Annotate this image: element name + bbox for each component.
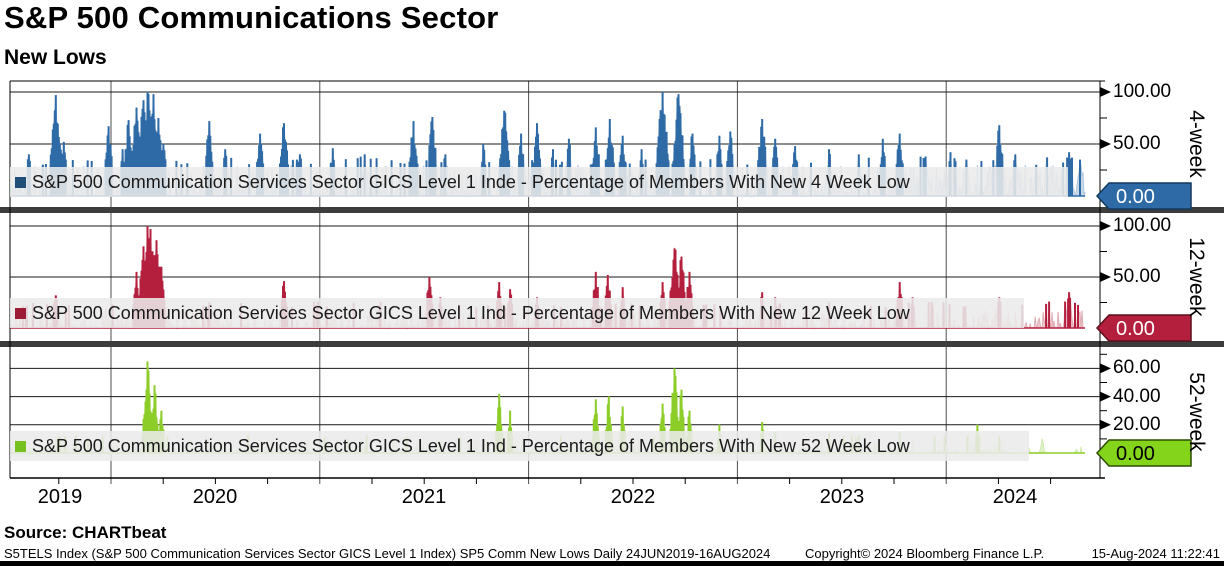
last-value-tag-12-week[interactable] [1095, 314, 1192, 342]
y-tick-label-52-week-40: 40.00 [1113, 385, 1161, 407]
last-value-text-4-week: 0.00 [1116, 186, 1155, 208]
last-value-tag-52-week[interactable] [1095, 439, 1192, 467]
y-tick-arrow-icon [1100, 221, 1111, 231]
y-tick-label-12-week-100: 100.00 [1113, 215, 1172, 236]
legend-4-week[interactable]: S&P 500 Communication Services Sector GI… [10, 167, 1068, 197]
y-tick-label-52-week-60: 60.00 [1113, 357, 1161, 379]
x-year-label-2022: 2022 [610, 486, 656, 508]
x-year-label-2024: 2024 [992, 486, 1038, 508]
legend-swatch-12-week-icon [15, 307, 26, 319]
bottom-divider [0, 561, 1224, 566]
y-tick-label-12-week-50: 50.00 [1113, 266, 1161, 287]
y-tick-label-4-week-100: 100.00 [1113, 81, 1172, 102]
footnote-copyright: Copyright© 2024 Bloomberg Finance L.P. [805, 546, 1045, 561]
footnote-timestamp: 15-Aug-2024 11:22:41 [1091, 546, 1220, 561]
panel-axis-label-4-week: 4-week [1185, 110, 1208, 178]
y-tick-arrow-icon [1100, 363, 1111, 374]
panel-separator [0, 207, 1224, 213]
legend-swatch-4-week-icon [15, 176, 26, 188]
panel-axis-label-52-week: 52-week [1185, 372, 1208, 452]
y-tick-label-4-week-50: 50.00 [1113, 133, 1161, 154]
x-year-label-2019: 2019 [37, 486, 83, 508]
source-line: Source: CHARTbeat [4, 523, 167, 542]
page-subtitle: New Lows [4, 46, 107, 69]
legend-swatch-52-week-icon [15, 440, 26, 452]
legend-label-12-week: S&P 500 Communication Services Sector GI… [32, 302, 910, 323]
y-tick-arrow-icon [1100, 419, 1111, 430]
legend-52-week[interactable]: S&P 500 Communication Services Sector GI… [10, 431, 1029, 461]
x-year-label-2021: 2021 [401, 486, 447, 508]
last-value-text-52-week: 0.00 [1116, 443, 1155, 465]
page-title: S&P 500 Communications Sector [4, 0, 499, 35]
legend-label-52-week: S&P 500 Communication Services Sector GI… [32, 435, 910, 456]
y-tick-arrow-icon [1100, 391, 1111, 402]
last-value-text-12-week: 0.00 [1116, 318, 1155, 340]
last-value-tag-4-week[interactable] [1095, 182, 1192, 210]
legend-label-4-week: S&P 500 Communication Services Sector GI… [32, 171, 910, 192]
x-year-label-2023: 2023 [819, 486, 865, 508]
panel-axis-label-12-week: 12-week [1185, 237, 1208, 317]
y-tick-arrow-icon [1100, 87, 1111, 97]
y-tick-arrow-icon [1100, 139, 1111, 149]
x-year-label-2020: 2020 [192, 486, 238, 508]
legend-12-week[interactable]: S&P 500 Communication Services Sector GI… [10, 298, 1024, 328]
panel-separator [0, 341, 1224, 347]
y-tick-arrow-icon [1100, 272, 1111, 282]
y-tick-label-52-week-20: 20.00 [1113, 413, 1161, 435]
footnote-ticker-info: S5TELS Index (S&P 500 Communication Serv… [4, 546, 771, 561]
